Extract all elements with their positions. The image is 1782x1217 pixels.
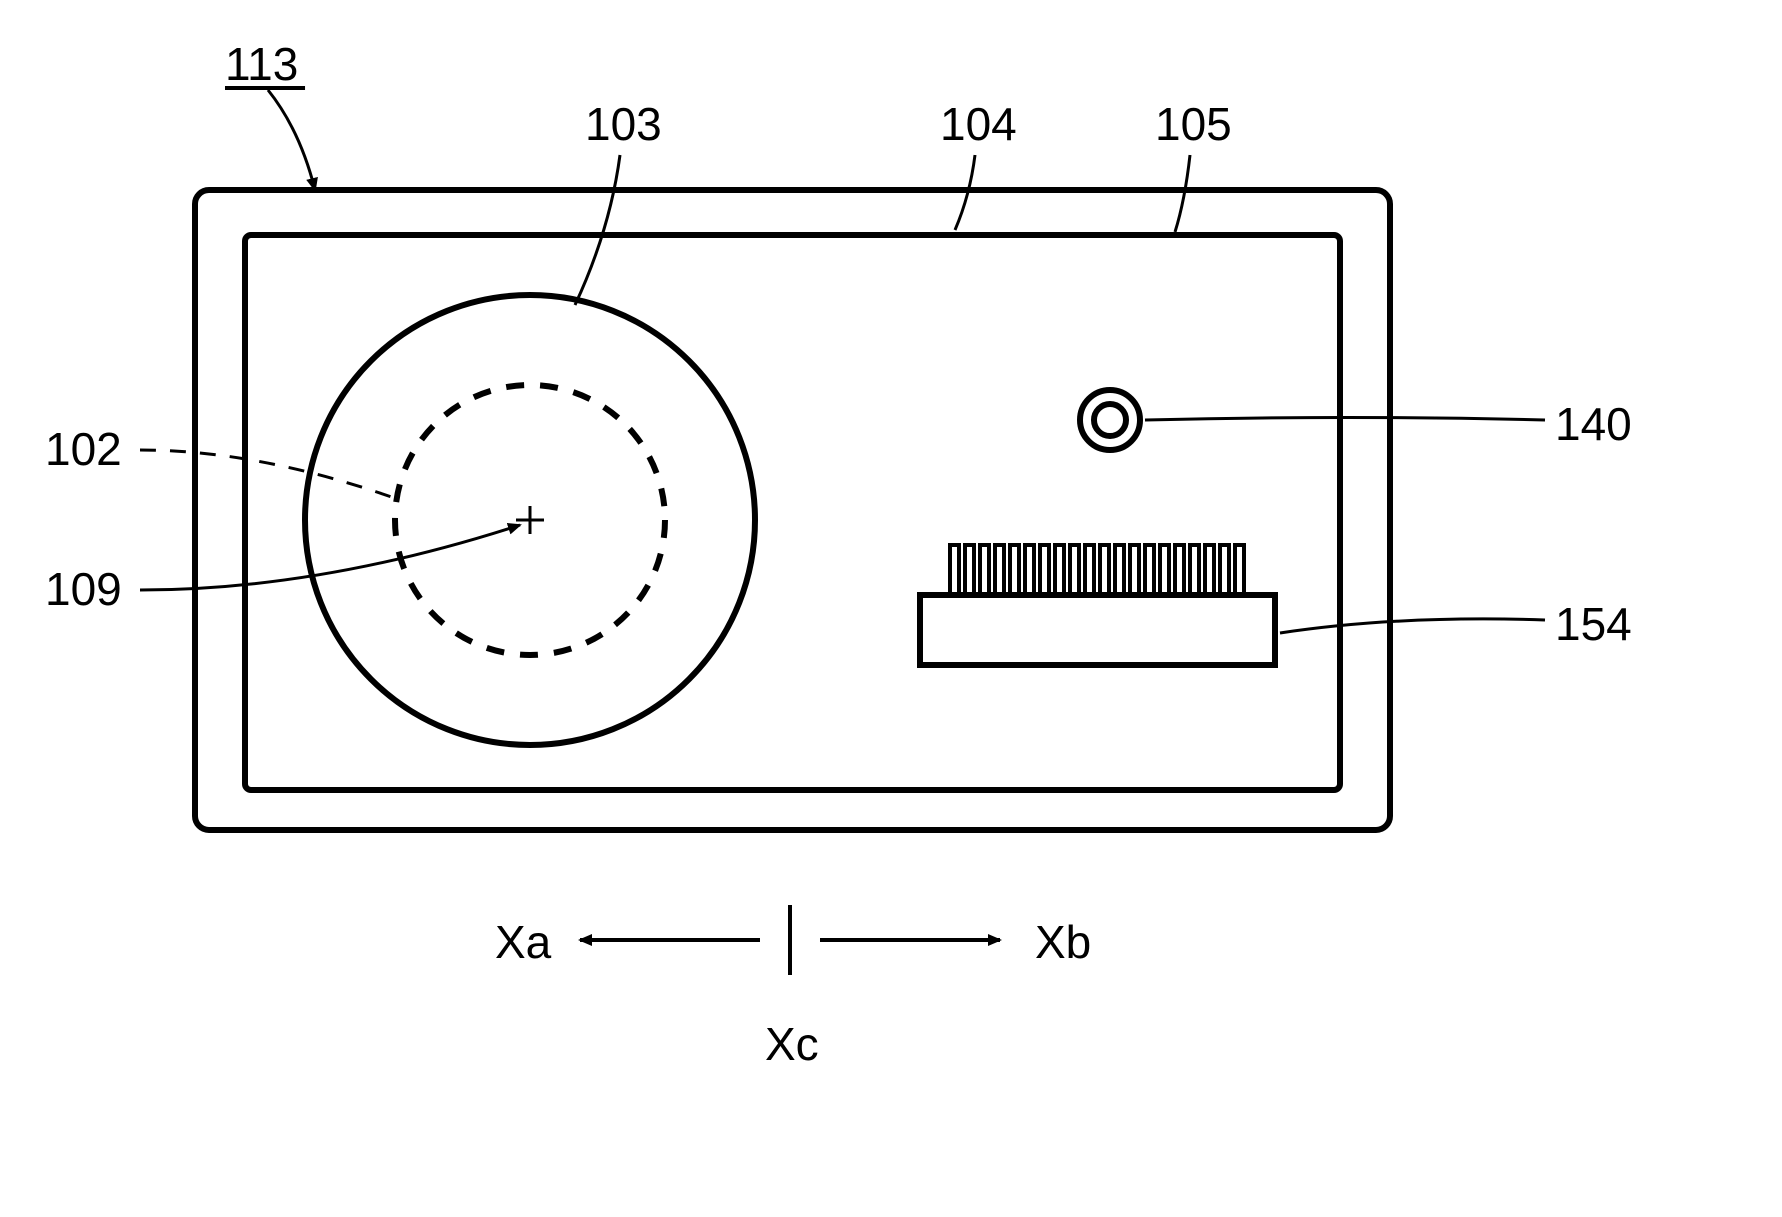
heatsink-fin [1220,545,1229,595]
label-Xb: Xb [1035,916,1091,968]
small-circle-outer [1080,390,1140,450]
heatsink-fin [1235,545,1244,595]
heatsink-fin [1025,545,1034,595]
leader-to105 [1175,155,1190,232]
heatsink-fin [1055,545,1064,595]
label-L103: 103 [585,98,662,150]
heatsink-fin [1175,545,1184,595]
schematic-figure: 113 103 104 105 102 109 140 154 Xa Xb Xc [0,0,1782,1217]
heatsink-fin [1115,545,1124,595]
heatsink-fin [950,545,959,595]
heatsink-fin [1010,545,1019,595]
label-L113: 113 [225,38,298,90]
leader-to103 [575,155,620,305]
heatsink-fin [1190,545,1199,595]
label-L105: 105 [1155,98,1232,150]
label-L102: 102 [45,423,122,475]
heatsink-fin [1205,545,1214,595]
heatsink-fin [1070,545,1079,595]
leader-to154 [1280,619,1545,633]
label-L140: 140 [1555,398,1632,450]
label-Xa: Xa [495,916,552,968]
heatsink-fin [980,545,989,595]
heatsink-fin [1040,545,1049,595]
heatsink-fin [995,545,1004,595]
label-L154: 154 [1555,598,1632,650]
label-L104: 104 [940,98,1017,150]
label-Xc: Xc [765,1018,819,1070]
heatsink-fin [965,545,974,595]
leader-to140 [1145,418,1545,421]
leader-to113 [268,90,315,190]
heatsink-fin [1145,545,1154,595]
label-L109: 109 [45,563,122,615]
heatsink-fin [1085,545,1094,595]
heatsink-fin [1100,545,1109,595]
leader-to102 [140,450,400,500]
heatsink-fin [1160,545,1169,595]
small-circle-inner [1094,404,1126,436]
heatsink-base [920,595,1275,665]
heatsink-fin [1130,545,1139,595]
